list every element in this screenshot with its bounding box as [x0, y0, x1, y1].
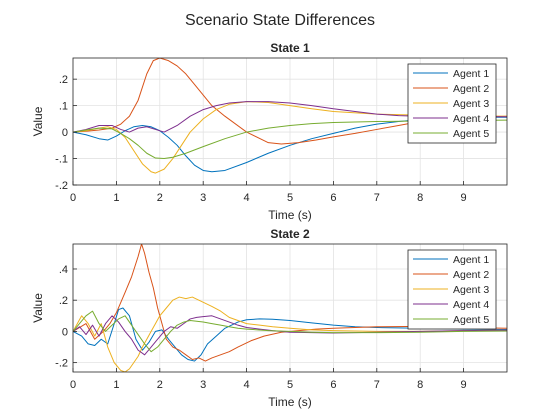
y-tick-label: -.2 — [55, 358, 68, 370]
x-tick-label: 2 — [157, 379, 163, 391]
series-line-agent-3 — [73, 101, 507, 174]
x-tick-label: 0 — [70, 379, 76, 391]
x-axis-label: Time (s) — [268, 208, 312, 222]
series-lines — [73, 58, 507, 174]
legend: Agent 1 Agent 2 Agent 3 Agent 4 Agent 5 — [407, 63, 497, 144]
x-tick-label: 4 — [244, 192, 250, 204]
y-tick-label: .1 — [59, 101, 68, 113]
series-line-agent-2 — [73, 58, 507, 145]
x-tick-label: 3 — [200, 379, 206, 391]
plot-title: State 1 — [270, 41, 310, 55]
series-line-agent-2 — [73, 244, 507, 362]
x-tick-label: 9 — [461, 192, 467, 204]
legend-label-agent-3: Agent 3 — [453, 98, 489, 110]
y-tick-label: .2 — [59, 295, 68, 307]
y-tick-label: .4 — [59, 264, 68, 276]
x-tick-label: 4 — [244, 379, 250, 391]
state-1-plot: 0 1 2 3 4 5 6 7 8 9 -.2 -.1 0 .1 .2 State 1 Time (s) Valu… — [31, 41, 508, 222]
x-axis-label: Time (s) — [268, 395, 312, 409]
legend-label-agent-2: Agent 2 — [453, 83, 489, 95]
legend-label-agent-5: Agent 5 — [453, 128, 489, 140]
series-line-agent-1 — [73, 307, 507, 362]
y-axis-label: Value — [31, 293, 45, 323]
legend: Agent 1 Agent 2 Agent 3 Agent 4 Agent 5 — [407, 249, 497, 330]
y-tick-label: .2 — [59, 74, 68, 86]
x-tick-label: 3 — [200, 192, 206, 204]
series-line-agent-4 — [73, 101, 507, 133]
series-lines — [73, 244, 507, 372]
y-tick-label: 0 — [62, 326, 68, 338]
x-tick-label: 2 — [157, 192, 163, 204]
x-tick-label: 1 — [113, 192, 119, 204]
series-line-agent-5 — [73, 310, 507, 353]
x-tick-label: 6 — [330, 379, 336, 391]
legend-label-agent-4: Agent 4 — [453, 113, 489, 125]
x-tick-label: 0 — [70, 192, 76, 204]
x-tick-label: 8 — [417, 379, 423, 391]
series-line-agent-4 — [73, 315, 507, 356]
y-tick-label: -.2 — [55, 180, 68, 192]
series-line-agent-3 — [73, 296, 507, 372]
series-line-agent-5 — [73, 119, 507, 160]
legend-label-agent-4: Agent 4 — [453, 299, 489, 311]
x-tick-label: 9 — [461, 379, 467, 391]
plot-title: State 2 — [270, 227, 310, 241]
x-tick-label: 7 — [374, 192, 380, 204]
x-tick-label: 6 — [330, 192, 336, 204]
x-tick-label: 7 — [374, 379, 380, 391]
legend-label-agent-5: Agent 5 — [453, 314, 489, 326]
x-tick-label: 8 — [417, 192, 423, 204]
legend-label-agent-3: Agent 3 — [453, 284, 489, 296]
legend-label-agent-1: Agent 1 — [453, 68, 489, 80]
x-tick-label: 1 — [113, 379, 119, 391]
y-tick-label: -.1 — [55, 154, 68, 166]
legend-label-agent-2: Agent 2 — [453, 269, 489, 281]
figure-title: Scenario State Differences — [185, 12, 375, 29]
x-tick-label: 5 — [287, 192, 293, 204]
y-tick-label: 0 — [62, 127, 68, 139]
legend-label-agent-1: Agent 1 — [453, 254, 489, 266]
x-tick-label: 5 — [287, 379, 293, 391]
y-axis-label: Value — [31, 106, 45, 136]
